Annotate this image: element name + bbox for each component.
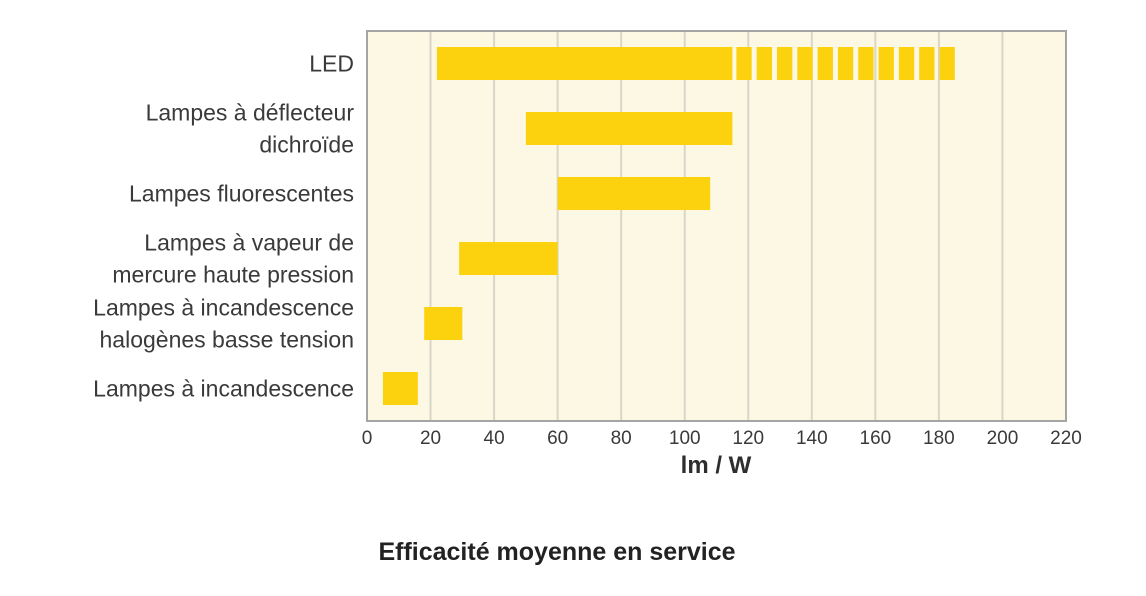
x-tick-label: 100	[669, 428, 701, 449]
x-axis-title: lm / W	[681, 452, 752, 479]
bar	[382, 372, 418, 405]
x-tick-label: 80	[611, 428, 632, 449]
bar-extension-segment	[736, 47, 752, 80]
bar	[436, 47, 733, 80]
category-label: Lampes à incandescence	[93, 295, 354, 321]
x-tick-label: 160	[860, 428, 892, 449]
bar-extension-segment	[898, 47, 915, 80]
x-tick-label: 200	[987, 428, 1019, 449]
plot-frame	[366, 30, 1067, 422]
bar	[525, 112, 733, 145]
bar-extension-segment	[817, 47, 833, 80]
category-label: halogènes basse tension	[100, 327, 354, 353]
category-labels: LED Lampes à déflecteur dichroïde Lampes fl…	[93, 51, 354, 402]
bar-extension-segment	[878, 47, 894, 80]
category-label: LED	[309, 51, 354, 77]
category-label: dichroïde	[259, 132, 354, 158]
x-tick-label: 60	[547, 428, 568, 449]
x-tick-label: 0	[362, 428, 373, 449]
bar-extension-segment	[939, 47, 955, 80]
category-label: mercure haute pression	[112, 262, 354, 288]
bar	[557, 177, 711, 210]
category-label: Lampes fluorescentes	[129, 181, 354, 207]
bar	[459, 242, 558, 275]
bar-extension-segment	[756, 47, 773, 80]
bar	[424, 307, 463, 340]
category-label: Lampes à déflecteur	[146, 100, 355, 126]
gridlines	[429, 31, 1004, 421]
x-tick-label: 40	[484, 428, 505, 449]
bar-extension-segment	[919, 47, 935, 80]
x-tick-label: 220	[1050, 428, 1082, 449]
x-axis-ticks: 0 20 40 60 80 100 120 140 160 180 200 220	[362, 428, 1082, 449]
x-tick-label: 20	[420, 428, 441, 449]
bars	[382, 47, 955, 405]
plot-background	[367, 31, 1066, 421]
x-tick-label: 180	[923, 428, 955, 449]
bar-extension-segment	[858, 47, 874, 80]
category-label: Lampes à incandescence	[93, 376, 354, 402]
category-label: Lampes à vapeur de	[144, 230, 354, 256]
bar-extension-segment	[797, 47, 813, 80]
x-tick-label: 120	[732, 428, 764, 449]
chart-title: Efficacité moyenne en service	[378, 538, 735, 566]
bar-extension-segment	[837, 47, 854, 80]
bar-extension-segment	[777, 47, 793, 80]
x-tick-label: 140	[796, 428, 828, 449]
